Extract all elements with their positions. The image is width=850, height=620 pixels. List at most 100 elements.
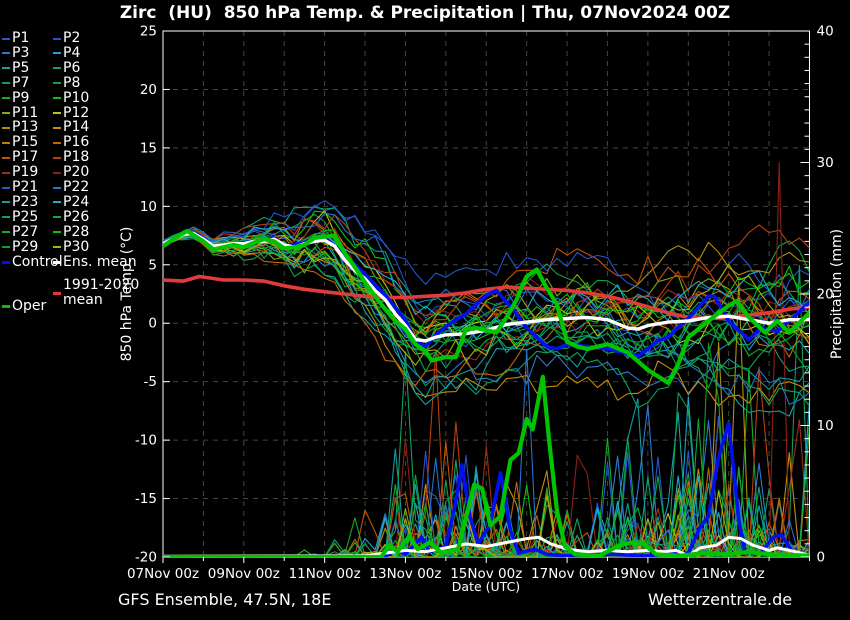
- member-precip-line-P13: [163, 281, 810, 557]
- legend-item-control: Control: [2, 255, 63, 270]
- legend-label-control: Control: [12, 254, 63, 270]
- legend-item-p29: P29: [2, 238, 39, 255]
- legend-label-p26: P26: [63, 208, 90, 225]
- axis-ticks: [162, 30, 810, 563]
- legend-label-p25: P25: [12, 208, 39, 225]
- legend-label-p9: P9: [12, 89, 30, 106]
- svg-text:15: 15: [140, 140, 157, 156]
- legend-label-p30: P30: [63, 238, 90, 255]
- svg-text:11Nov 00z: 11Nov 00z: [289, 566, 361, 582]
- legend-label-p15: P15: [12, 134, 39, 151]
- member-temp-line-P14: [163, 232, 810, 407]
- footer-branding: Wetterzentrale.de: [648, 590, 793, 609]
- legend-item-oper: Oper: [2, 299, 46, 314]
- legend-label-p20: P20: [63, 164, 90, 181]
- axis-tick-labels: 25 20 15 10 5 0 -5 -10 -15 -20 40 30 20 10 0 07Nov 00z 0…: [127, 24, 834, 583]
- legend-swatch-p23: [2, 201, 10, 204]
- legend-label-p23: P23: [12, 193, 39, 210]
- legend-item-p1: P1: [2, 31, 29, 46]
- legend-label-p4: P4: [63, 44, 81, 61]
- svg-text:30: 30: [817, 155, 834, 171]
- legend-swatch-p12: [53, 112, 61, 114]
- svg-text:40: 40: [817, 24, 834, 40]
- legend-swatch-oper: [2, 305, 10, 308]
- legend-label-p28: P28: [63, 223, 90, 240]
- legend-item-p21: P21: [2, 180, 38, 195]
- member-precip-line-P29: [163, 342, 810, 557]
- svg-text:21Nov 00z: 21Nov 00z: [693, 566, 765, 582]
- svg-text:-5: -5: [144, 374, 157, 390]
- legend-swatch-p11: [2, 112, 10, 114]
- svg-text:15Nov 00z: 15Nov 00z: [450, 566, 522, 582]
- legend-label-p21: P21: [12, 179, 39, 195]
- svg-text:10: 10: [817, 418, 834, 434]
- legend-label-p11: P11: [12, 104, 39, 121]
- legend-item-p2: P2: [53, 31, 80, 46]
- legend-label-p19: P19: [12, 164, 39, 181]
- legend-swatch-p27: [2, 231, 10, 234]
- legend-swatch-p15: [2, 141, 10, 144]
- legend-item-p11: P11: [2, 104, 39, 121]
- legend-label-p7: P7: [12, 74, 30, 91]
- legend-item-ens-mean: Ens. mean: [53, 255, 137, 270]
- legend-item-p8: P8: [53, 75, 80, 91]
- svg-text:09Nov 00z: 09Nov 00z: [208, 566, 280, 582]
- legend-label-clim-mean: 1991-2020 mean: [63, 277, 140, 308]
- legend-swatch-p6: [53, 67, 61, 70]
- legend-swatch-p28: [53, 231, 61, 234]
- legend-label-p14: P14: [63, 119, 90, 136]
- svg-text:25: 25: [140, 24, 157, 40]
- legend-label-p5: P5: [12, 59, 30, 76]
- oper-temp-line: [163, 228, 810, 385]
- legend-swatch-control: [2, 261, 10, 264]
- legend-label-p2: P2: [63, 30, 81, 46]
- legend-swatch-clim-mean: [53, 291, 61, 295]
- svg-text:0: 0: [817, 550, 826, 566]
- legend-label-p3: P3: [12, 44, 30, 61]
- legend-item-p28: P28: [53, 223, 90, 240]
- legend-item-p16: P16: [53, 135, 89, 150]
- svg-text:07Nov 00z: 07Nov 00z: [127, 566, 199, 582]
- legend-swatch-p18: [53, 156, 61, 159]
- legend-swatch-p29: [2, 246, 10, 249]
- ens-mean-precip-line: [163, 535, 810, 557]
- svg-text:19Nov 00z: 19Nov 00z: [612, 566, 684, 582]
- legend-swatch-p5: [2, 67, 10, 70]
- x-axis-caption: Date (UTC): [451, 579, 521, 594]
- svg-text:-10: -10: [135, 433, 157, 449]
- legend-label-p13: P13: [12, 119, 39, 136]
- legend-swatch-p24: [53, 201, 61, 204]
- legend-item-p15: P15: [2, 135, 38, 150]
- legend-item-p5: P5: [2, 59, 30, 76]
- member-temp-line-P26: [163, 235, 810, 389]
- member-temp-line-P25: [163, 229, 810, 409]
- footer-model-info: GFS Ensemble, 47.5N, 18E: [118, 590, 332, 609]
- legend-swatch-p25: [2, 216, 10, 219]
- legend-swatch-p14: [53, 126, 61, 129]
- legend-item-p13: P13: [2, 120, 38, 135]
- legend-swatch-p1: [2, 37, 10, 40]
- legend-swatch-p17: [2, 156, 10, 159]
- oper-precip-line: [163, 374, 810, 557]
- legend-label-oper: Oper: [12, 298, 47, 314]
- legend-label-p16: P16: [63, 134, 90, 151]
- legend-swatch-p2: [53, 37, 61, 40]
- legend-item-p30: P30: [53, 238, 90, 255]
- legend-item-p26: P26: [53, 208, 90, 225]
- member-precip-line-P21: [163, 416, 810, 557]
- member-temp-line-P18: [163, 214, 810, 332]
- legend-item-p14: P14: [53, 120, 89, 135]
- legend-swatch-p22: [53, 186, 61, 189]
- legend-swatch-p7: [2, 82, 10, 85]
- legend-swatch-p16: [53, 141, 61, 144]
- legend-item-p18: P18: [53, 150, 89, 165]
- legend-swatch-p13: [2, 126, 10, 129]
- legend-swatch-p3: [2, 52, 10, 55]
- member-precip-line-P19: [163, 419, 810, 557]
- svg-text:20: 20: [140, 82, 157, 98]
- y-right-axis-label: Precipitation (mm): [829, 229, 845, 359]
- legend-swatch-p19: [2, 171, 10, 174]
- legend-label-p29: P29: [12, 238, 39, 255]
- legend-label-ens-mean: Ens. mean: [63, 254, 137, 270]
